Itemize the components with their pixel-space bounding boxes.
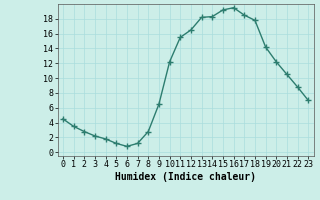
X-axis label: Humidex (Indice chaleur): Humidex (Indice chaleur) — [115, 172, 256, 182]
